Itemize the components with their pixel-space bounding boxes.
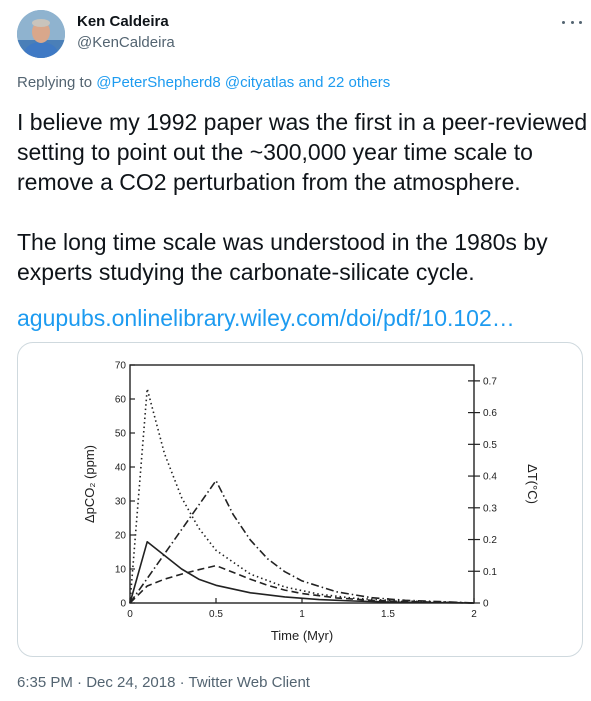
series-line — [129, 479, 475, 604]
avatar[interactable] — [17, 10, 65, 58]
tweet-line: remove a CO2 perturbation from the atmos… — [17, 169, 521, 195]
more-horizontal-icon[interactable] — [562, 14, 582, 30]
x-tick-label: 0.5 — [209, 609, 223, 620]
separator: · — [179, 674, 185, 691]
x-tick-label: 1.5 — [381, 609, 395, 620]
y2-tick-label: 0.1 — [483, 567, 497, 578]
x-axis-title: Time (Myr) — [271, 628, 333, 643]
y-tick-label: 10 — [115, 565, 127, 576]
mention-link[interactable]: @cityatlas — [224, 74, 295, 91]
mention-link[interactable]: @PeterShepherd8 — [96, 74, 221, 91]
plot-frame — [129, 364, 475, 604]
author-name[interactable]: Ken Caldeira — [77, 13, 169, 30]
replying-to: Replying to @PeterShepherd8 @cityatlas a… — [17, 74, 390, 91]
chart: 0 0.5 1 1.5 201020304050607000.10.20.30.40.5… — [82, 361, 540, 644]
x-tick-label: 0 — [127, 609, 133, 620]
y2-tick-label: 0 — [483, 599, 489, 610]
y-tick-label: 60 — [115, 395, 127, 406]
tweet-date[interactable]: Dec 24, 2018 — [86, 674, 176, 691]
separator: · — [77, 674, 83, 691]
tweet-client[interactable]: Twitter Web Client — [188, 674, 310, 691]
tweet-line: experts studying the carbonate-silicate … — [17, 259, 475, 285]
x-tick-label: 2 — [471, 609, 477, 620]
y-tick-label: 70 — [115, 361, 127, 372]
others-link[interactable]: and 22 others — [298, 74, 391, 91]
y2-tick-label: 0.2 — [483, 535, 497, 546]
tweet-line: The long time scale was understood in th… — [17, 229, 548, 255]
x-tick-label: 1 — [299, 609, 305, 620]
y-tick-label: 30 — [115, 497, 127, 508]
y-tick-label: 0 — [120, 599, 126, 610]
y2-tick-label: 0.5 — [483, 440, 497, 451]
y-axis-title: ΔpCO₂ (ppm) — [82, 445, 97, 523]
tweet-line: setting to point out the ~300,000 year t… — [17, 139, 533, 165]
y2-axis-title: ΔT(°C) — [525, 464, 540, 504]
y2-tick-label: 0.7 — [483, 376, 497, 387]
series-line — [129, 541, 475, 604]
avatar-photo — [17, 10, 65, 58]
y-tick-label: 20 — [115, 531, 127, 542]
y2-tick-label: 0.3 — [483, 503, 497, 514]
tweet-meta: 6:35 PM · Dec 24, 2018 · Twitter Web Cli… — [17, 674, 310, 691]
tweet-line: I believe my 1992 paper was the first in… — [17, 109, 588, 135]
tweet-text: I believe my 1992 paper was the first in… — [17, 107, 587, 287]
tweet-time[interactable]: 6:35 PM — [17, 674, 73, 691]
series-line — [129, 564, 475, 604]
author-handle[interactable]: @KenCaldeira — [77, 34, 175, 51]
y2-tick-label: 0.6 — [483, 408, 497, 419]
series-line — [129, 388, 475, 604]
y-tick-label: 40 — [115, 463, 127, 474]
y2-tick-label: 0.4 — [483, 472, 497, 483]
paper-link[interactable]: agupubs.onlinelibrary.wiley.com/doi/pdf/… — [17, 305, 515, 331]
y-tick-label: 50 — [115, 429, 127, 440]
replying-prefix: Replying to — [17, 74, 93, 91]
media-image[interactable]: 0 0.5 1 1.5 2 0 10 20 30 40 50 60 70 0 0.1 0.2 0.3 0.4 0.5… — [17, 342, 583, 657]
